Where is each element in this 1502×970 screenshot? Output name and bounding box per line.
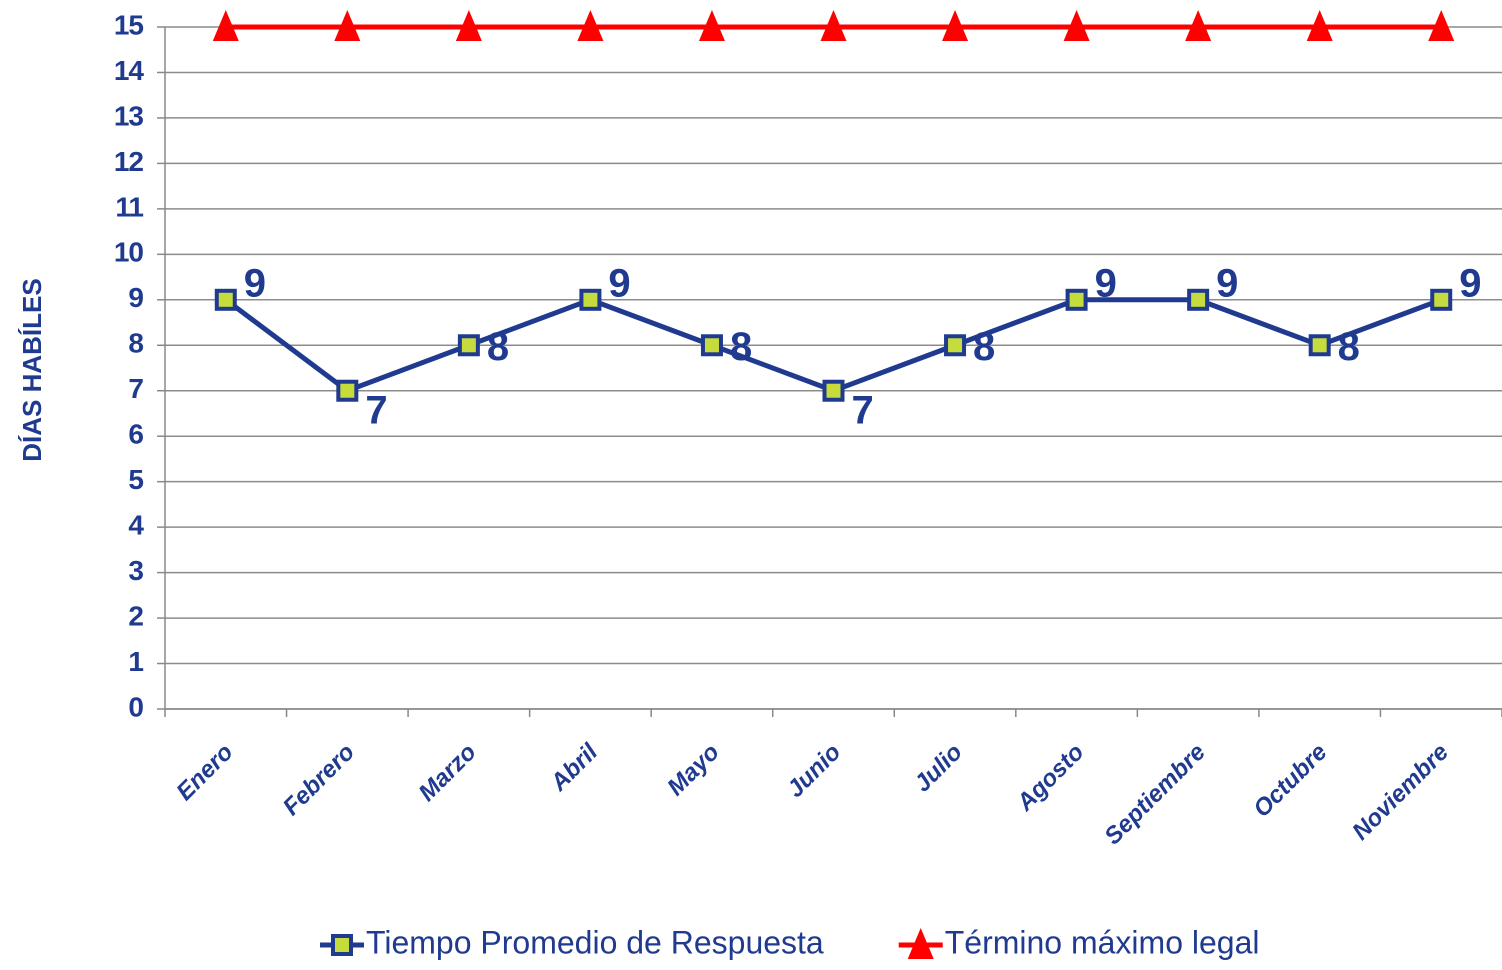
x-tick-label: Agosto: [1011, 739, 1089, 817]
data-point: [214, 288, 237, 311]
data-point: [1063, 10, 1090, 41]
y-tick-label: 6: [128, 419, 143, 450]
data-point: [822, 379, 845, 402]
data-point: [336, 379, 359, 402]
data-label: 7: [365, 388, 387, 432]
data-point: [700, 334, 723, 357]
x-tick-label: Marzo: [413, 739, 481, 807]
y-tick-label: 2: [128, 600, 143, 631]
data-point: [1306, 10, 1333, 41]
data-label: 9: [1216, 261, 1238, 305]
legend-marker: [331, 934, 353, 956]
y-tick-label: 9: [128, 282, 143, 313]
x-tick-label: Septiembre: [1099, 739, 1211, 851]
x-tick-label: Febrero: [278, 739, 360, 821]
data-point: [1185, 10, 1212, 41]
data-point: [942, 10, 969, 41]
x-tick-label: Julio: [909, 739, 968, 798]
data-label: 7: [852, 388, 874, 432]
data-point: [698, 10, 725, 41]
data-point: [1308, 334, 1331, 357]
data-point: [212, 10, 239, 41]
data-point: [820, 10, 847, 41]
y-tick-label: 11: [115, 191, 143, 222]
data-label: 9: [1459, 261, 1481, 305]
y-tick-label: 14: [114, 55, 145, 86]
y-axis-label: DÍAS HABÍLES: [17, 278, 47, 461]
data-label: 8: [487, 325, 509, 369]
legend-marker: [907, 928, 934, 959]
data-point: [1065, 288, 1088, 311]
x-tick-label: Junio: [782, 739, 846, 803]
data-label: 9: [244, 261, 266, 305]
data-label: 8: [1338, 325, 1360, 369]
legend-label: Tiempo Promedio de Respuesta: [366, 924, 824, 960]
x-tick-label: Octubre: [1248, 739, 1332, 823]
data-point: [1187, 288, 1210, 311]
data-point: [1430, 288, 1453, 311]
data-point: [579, 288, 602, 311]
data-point: [944, 334, 967, 357]
data-point: [457, 334, 480, 357]
x-tick-label: Enero: [171, 739, 238, 806]
y-tick-label: 1: [128, 646, 143, 677]
x-tick-label: Noviembre: [1347, 739, 1454, 846]
y-tick-label: 3: [128, 555, 143, 586]
x-tick-label: Mayo: [662, 739, 724, 801]
data-point: [334, 10, 361, 41]
y-tick-label: 13: [114, 100, 144, 131]
data-label: 8: [730, 325, 752, 369]
data-label: 8: [973, 325, 995, 369]
y-tick-label: 12: [114, 146, 144, 177]
y-tick-label: 10: [114, 237, 144, 268]
data-label: 9: [608, 261, 630, 305]
y-tick-label: 4: [128, 510, 144, 541]
y-tick-label: 8: [128, 328, 143, 359]
x-tick-label: Abril: [545, 738, 604, 797]
y-tick-label: 5: [128, 464, 143, 495]
y-tick-label: 15: [114, 9, 144, 40]
data-point: [455, 10, 482, 41]
legend-label: Término máximo legal: [945, 924, 1260, 960]
data-point: [1428, 10, 1455, 41]
data-label: 9: [1095, 261, 1117, 305]
y-tick-label: 7: [128, 373, 143, 404]
data-point: [577, 10, 604, 41]
y-tick-label: 0: [128, 691, 143, 722]
